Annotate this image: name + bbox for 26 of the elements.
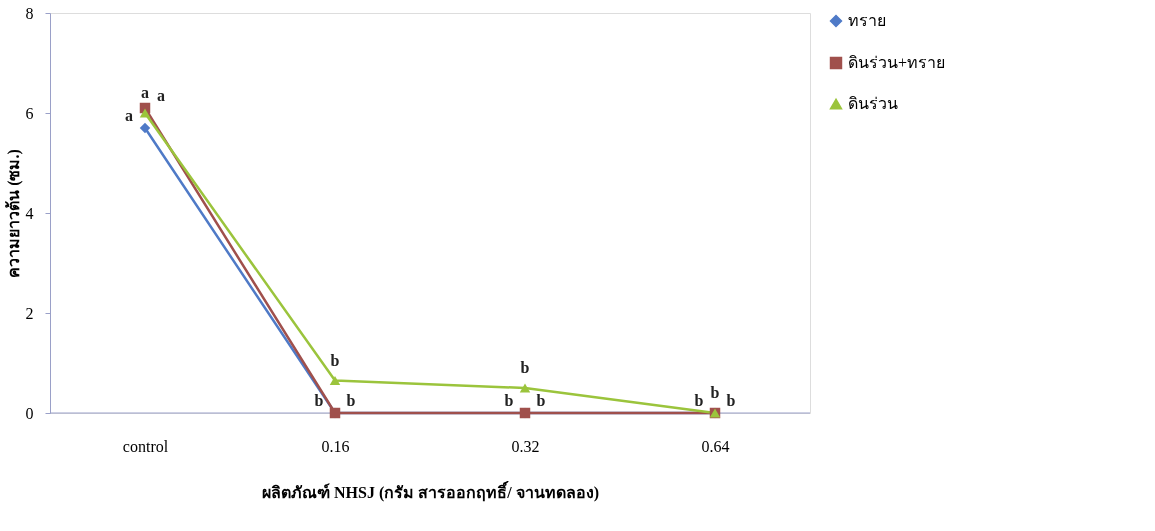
annotation: a	[141, 84, 149, 101]
y-tick-label: 6	[25, 104, 34, 122]
legend-label: ดินร่วน+ทราย	[848, 54, 946, 71]
y-tick-label: 0	[25, 404, 34, 422]
y-tick-label: 2	[25, 304, 34, 322]
annotation: b	[536, 392, 546, 409]
annotation: b	[520, 359, 530, 376]
legend-label: ดินร่วน	[848, 95, 898, 112]
y-tick-label: 4	[25, 204, 34, 222]
annotation: b	[710, 384, 720, 401]
x-tick-label: 0.16	[321, 437, 350, 455]
y-axis-title: ความยาวต้น (ซม.)	[4, 149, 23, 278]
annotation: b	[346, 392, 356, 409]
annotation: b	[504, 392, 514, 409]
annotation: a	[157, 87, 165, 104]
annotation: b	[314, 392, 324, 409]
annotation: b	[330, 351, 340, 369]
legend-label: ทราย	[848, 12, 886, 29]
x-tick-label: 0.64	[701, 437, 730, 455]
y-tick-label: 8	[25, 4, 34, 22]
annotation: a	[125, 107, 133, 124]
annotation: b	[726, 392, 736, 409]
x-axis-title: ผลิตภัณฑ์ NHSJ (กรัม สารออกฤทธิ์/ จานทดลอง)	[262, 480, 599, 502]
x-tick-label: 0.32	[511, 437, 540, 455]
annotation: b	[694, 392, 704, 409]
x-tick-label: control	[122, 437, 169, 455]
